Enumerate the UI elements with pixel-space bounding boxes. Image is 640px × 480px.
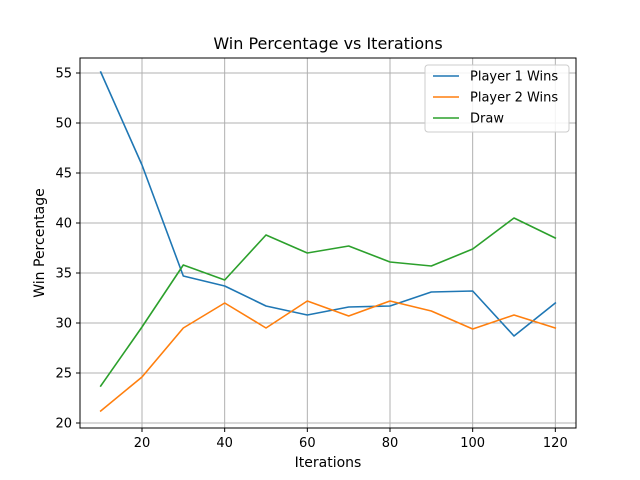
legend-box [424, 64, 570, 133]
y-tick-label: 20 [55, 417, 72, 432]
y-tick-label: 25 [55, 367, 72, 382]
y-tick-label: 45 [55, 167, 72, 182]
x-axis-label: Iterations [295, 455, 362, 471]
y-axis-label: Win Percentage [32, 188, 48, 298]
legend-label: Player 2 Wins [470, 91, 558, 106]
x-tick-label: 20 [134, 436, 151, 451]
y-tick-label: 40 [55, 217, 72, 232]
grid [80, 58, 576, 428]
series-line-3 [99, 217, 557, 388]
x-axis-ticks: 20 40 60 80 100 120 [134, 428, 568, 451]
series-line-1 [99, 70, 557, 337]
x-tick-label: 40 [216, 436, 233, 451]
y-tick-label: 55 [55, 67, 72, 82]
legend-label: Player 1 Wins [470, 70, 558, 85]
plot-frame [79, 57, 577, 429]
y-tick-label: 30 [55, 317, 72, 332]
y-tick-label: 35 [55, 267, 72, 282]
x-tick-label: 60 [299, 436, 316, 451]
x-tick-label: 100 [460, 436, 485, 451]
series-lines [99, 70, 557, 413]
y-tick-label: 50 [55, 117, 72, 132]
y-axis-ticks: 20 25 30 35 40 45 50 55 [55, 67, 80, 432]
chart-title: Win Percentage vs Iterations [213, 34, 442, 53]
legend: Player 1 Wins Player 2 Wins Draw [424, 64, 570, 133]
x-tick-label: 120 [543, 436, 568, 451]
legend-label: Draw [470, 112, 504, 127]
series-line-2 [99, 300, 557, 413]
x-tick-label: 80 [382, 436, 399, 451]
